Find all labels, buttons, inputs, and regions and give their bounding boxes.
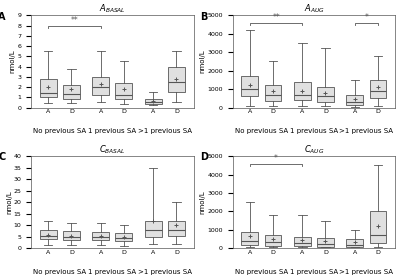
Text: No previous SA: No previous SA: [235, 269, 288, 275]
PathPatch shape: [346, 239, 363, 246]
Text: D: D: [200, 152, 208, 163]
Text: >1 previous SA: >1 previous SA: [339, 269, 393, 275]
Text: 1 previous SA: 1 previous SA: [88, 128, 136, 134]
Text: **: **: [71, 16, 78, 25]
PathPatch shape: [242, 76, 258, 97]
Title: $C_{BASAL}$: $C_{BASAL}$: [99, 144, 126, 156]
PathPatch shape: [40, 79, 57, 97]
PathPatch shape: [294, 82, 311, 100]
PathPatch shape: [317, 87, 334, 102]
Text: 1 previous SA: 1 previous SA: [290, 269, 338, 275]
PathPatch shape: [264, 235, 281, 246]
Title: $A_{AUG}$: $A_{AUG}$: [304, 3, 324, 15]
Y-axis label: nmol/L: nmol/L: [10, 49, 16, 73]
PathPatch shape: [168, 221, 185, 236]
PathPatch shape: [63, 231, 80, 240]
PathPatch shape: [92, 232, 109, 240]
PathPatch shape: [346, 95, 363, 105]
Text: *: *: [364, 13, 368, 22]
Text: C: C: [0, 152, 6, 163]
Text: No previous SA: No previous SA: [33, 269, 86, 275]
Text: No previous SA: No previous SA: [235, 128, 288, 134]
PathPatch shape: [242, 232, 258, 245]
Text: B: B: [200, 12, 207, 22]
Text: >1 previous SA: >1 previous SA: [339, 128, 393, 134]
PathPatch shape: [294, 237, 311, 246]
PathPatch shape: [145, 99, 162, 105]
Text: >1 previous SA: >1 previous SA: [138, 128, 192, 134]
PathPatch shape: [264, 85, 281, 101]
PathPatch shape: [63, 85, 80, 99]
Text: A: A: [0, 12, 6, 22]
PathPatch shape: [168, 67, 185, 92]
PathPatch shape: [317, 238, 334, 246]
Y-axis label: nmol/L: nmol/L: [200, 49, 206, 73]
Text: No previous SA: No previous SA: [33, 128, 86, 134]
PathPatch shape: [40, 230, 57, 239]
Text: *: *: [274, 154, 278, 163]
Title: $A_{BASAL}$: $A_{BASAL}$: [99, 3, 126, 15]
PathPatch shape: [116, 83, 132, 99]
PathPatch shape: [92, 77, 109, 95]
PathPatch shape: [370, 211, 386, 243]
Text: 1 previous SA: 1 previous SA: [290, 128, 338, 134]
Text: >1 previous SA: >1 previous SA: [138, 269, 192, 275]
PathPatch shape: [370, 80, 386, 98]
Title: $C_{AUG}$: $C_{AUG}$: [304, 144, 324, 156]
Y-axis label: nmol/L: nmol/L: [6, 190, 12, 214]
PathPatch shape: [145, 221, 162, 237]
Text: 1 previous SA: 1 previous SA: [88, 269, 136, 275]
PathPatch shape: [116, 233, 132, 242]
Text: **: **: [272, 13, 280, 22]
Y-axis label: nmol/L: nmol/L: [200, 190, 206, 214]
